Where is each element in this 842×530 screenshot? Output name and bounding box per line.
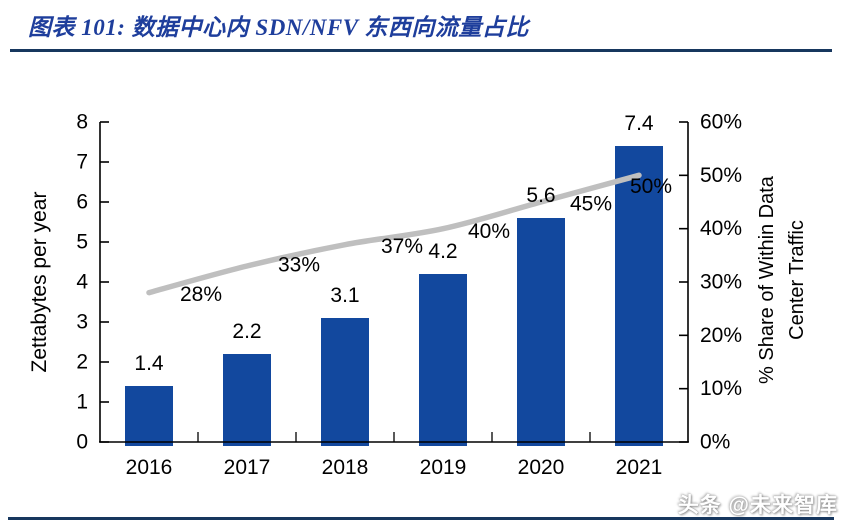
left-axis-tick-label: 6 — [76, 191, 88, 214]
figure-title: 图表 101: 数据中心内 SDN/NFV 东西向流量占比 — [28, 15, 529, 40]
bar-value-label: 7.4 — [624, 112, 654, 135]
left-axis-title: Zettabytes per year — [28, 192, 51, 373]
bar-value-label: 1.4 — [134, 352, 164, 375]
share-line — [146, 172, 642, 296]
line-value-label: 33% — [278, 254, 320, 277]
line-value-label: 45% — [570, 193, 612, 216]
x-axis-label-2021: 2021 — [616, 456, 663, 479]
right-axis-tick-label: 0% — [700, 431, 730, 454]
right-axis-tick-label: 10% — [700, 377, 742, 400]
line-value-label: 37% — [381, 235, 423, 258]
watermark: 头条 @未来智库 — [677, 494, 838, 517]
bar-2018 — [321, 318, 369, 446]
x-axis-label-2019: 2019 — [420, 456, 467, 479]
left-axis-tick-label: 2 — [76, 351, 88, 374]
right-axis-tick-label: 30% — [700, 271, 742, 294]
line-value-label: 50% — [630, 175, 672, 198]
x-axis-label-2020: 2020 — [518, 456, 565, 479]
bar-2021 — [615, 146, 663, 446]
left-axis-tick-label: 1 — [76, 391, 88, 414]
bottom-divider — [8, 517, 834, 520]
x-axis-label-2017: 2017 — [224, 456, 271, 479]
left-axis-tick-label: 5 — [76, 231, 88, 254]
line-value-label: 40% — [468, 220, 510, 243]
left-axis-tick-label: 3 — [76, 311, 88, 334]
right-axis-title-line2: Center Traffic — [786, 220, 808, 340]
left-axis-tick-label: 4 — [76, 271, 88, 294]
x-axis-label-2018: 2018 — [322, 456, 369, 479]
bar-value-label: 4.2 — [428, 240, 457, 263]
bar-2016 — [125, 386, 173, 446]
left-axis-tick-label: 7 — [76, 151, 88, 174]
right-axis-tick-label: 50% — [700, 164, 742, 187]
bar-2019 — [419, 274, 467, 446]
left-axis-tick-label: 8 — [76, 111, 88, 134]
line-value-label: 28% — [180, 283, 222, 306]
bar-value-label: 5.6 — [526, 184, 555, 207]
title-divider — [10, 49, 832, 52]
left-axis-tick-label: 0 — [76, 431, 88, 454]
bar-2017 — [223, 354, 271, 446]
right-axis-tick-label: 20% — [700, 324, 742, 347]
right-axis-tick-label: 40% — [700, 217, 742, 240]
bar-value-label: 2.2 — [232, 320, 261, 343]
right-axis-tick-label: 60% — [700, 111, 742, 134]
x-axis-label-2016: 2016 — [126, 456, 173, 479]
bar-value-label: 3.1 — [330, 284, 359, 307]
bar-2020 — [517, 218, 565, 446]
right-axis-title-line1: % Share of Within Data — [756, 175, 778, 384]
